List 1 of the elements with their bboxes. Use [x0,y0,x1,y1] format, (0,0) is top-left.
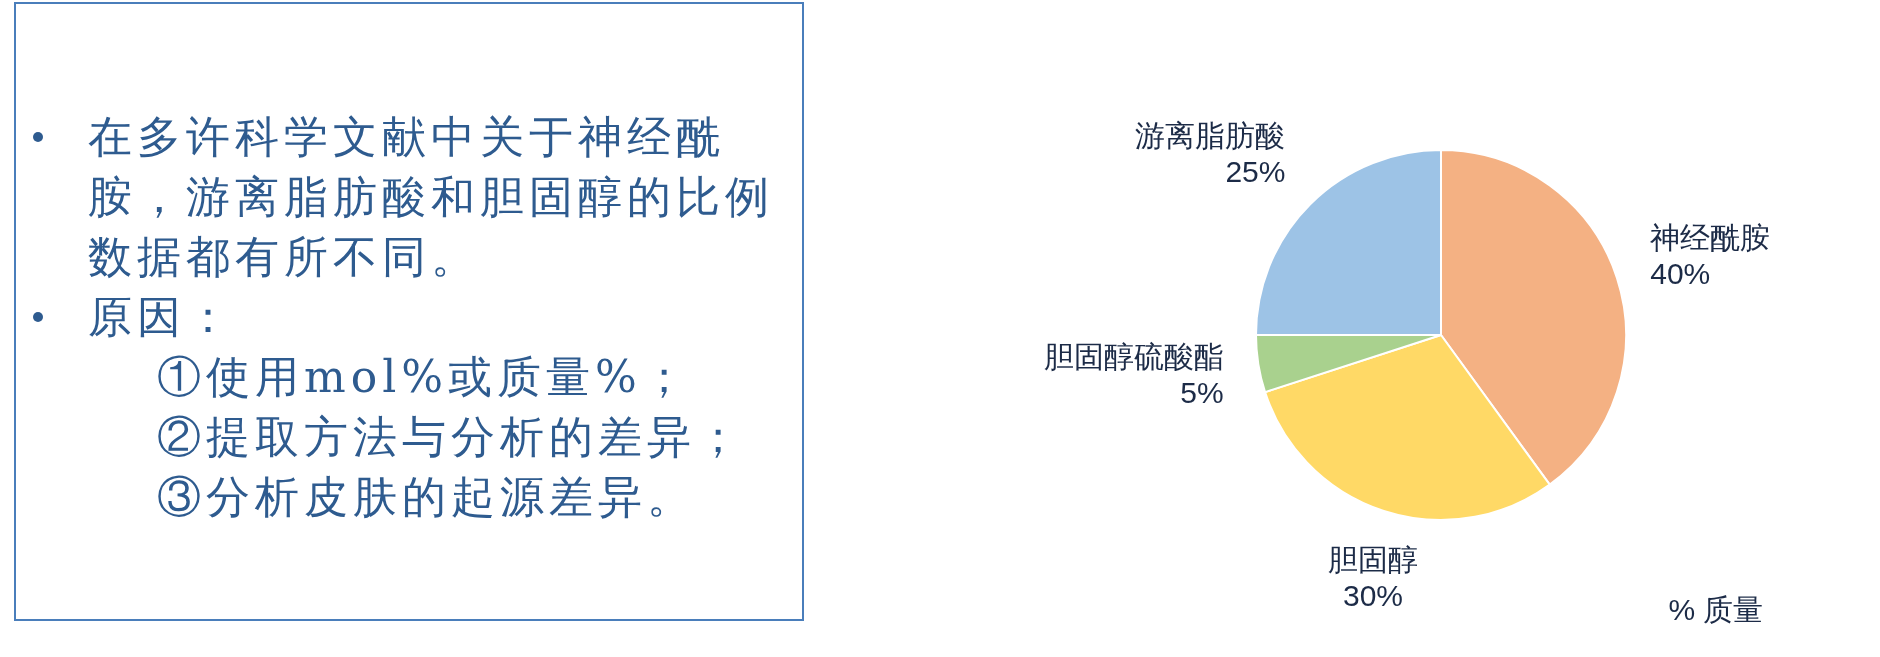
note: % 质量 [1668,593,1764,626]
